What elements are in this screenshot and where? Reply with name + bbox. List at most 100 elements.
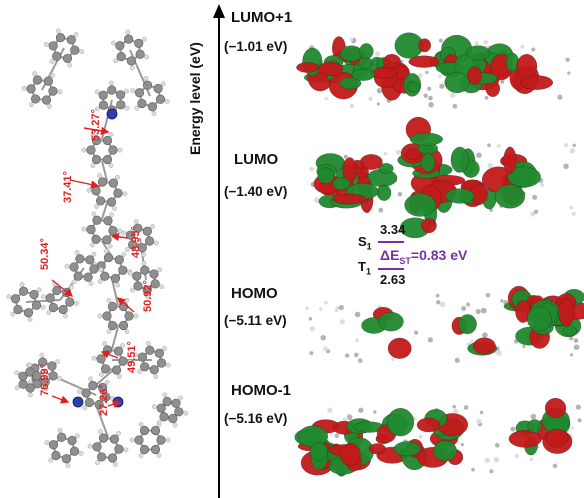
orbital-name: HOMO-1	[231, 382, 291, 399]
hydrogen-atom	[27, 317, 33, 322]
carbon-atom	[108, 145, 118, 155]
positive-lobe	[416, 417, 441, 433]
hydrogen-atom	[127, 270, 133, 276]
hydrogen-atom	[183, 410, 189, 416]
skeleton-atom	[358, 407, 364, 413]
carbon-atom	[18, 371, 28, 381]
skeleton-atom	[496, 144, 501, 148]
carbon-atom	[118, 265, 128, 275]
hydrogen-atom	[98, 429, 104, 434]
skeleton-atom	[373, 410, 377, 414]
carbon-atom	[114, 444, 124, 454]
hydrogen-atom	[153, 240, 159, 246]
hydrogen-atom	[102, 341, 108, 346]
positive-lobe	[408, 55, 440, 68]
negative-lobe	[495, 184, 526, 209]
hydrogen-atom	[19, 282, 25, 287]
pointer-arrow	[83, 126, 110, 135]
skeleton-atom	[354, 352, 359, 358]
positive-lobe	[418, 38, 431, 53]
hydrogen-atom	[125, 247, 130, 252]
negative-lobe	[527, 306, 552, 332]
hydrogen-atom	[120, 342, 125, 348]
pointer-arrow	[107, 400, 122, 409]
hydrogen-atom	[151, 111, 157, 116]
hydrogen-atom	[129, 65, 135, 71]
negative-lobe	[444, 71, 470, 93]
pointer-arrow	[100, 350, 119, 359]
skeleton-atom	[522, 344, 526, 349]
negative-lobe	[378, 312, 404, 332]
skeleton-atom	[570, 426, 575, 430]
skeleton-atom	[313, 197, 320, 204]
carbon-atom	[92, 215, 102, 225]
negative-lobe	[393, 441, 421, 457]
skeleton-atom	[471, 467, 475, 472]
skeleton-atom	[344, 353, 350, 358]
hydrogen-atom	[130, 287, 135, 293]
carbon-atom	[162, 396, 172, 407]
hydrogen-atom	[64, 263, 70, 269]
skeleton-atom	[308, 317, 313, 321]
hydrogen-atom	[44, 440, 50, 446]
carbon-atom	[154, 348, 164, 358]
negative-lobe	[433, 440, 457, 462]
positive-lobe	[421, 218, 437, 233]
hydrogen-atom	[133, 219, 139, 224]
positive-lobe	[520, 75, 553, 90]
carbon-atom	[103, 216, 113, 226]
hydrogen-atom	[21, 85, 27, 91]
carbon-atom	[133, 281, 143, 291]
carbon-atom	[65, 297, 75, 307]
skeleton-atom	[347, 414, 353, 421]
hydrogen-atom	[71, 279, 77, 285]
carbon-atom	[100, 364, 111, 374]
carbon-atom	[84, 397, 94, 408]
carbon-atom	[48, 41, 58, 51]
hydrogen-atom	[81, 226, 87, 232]
carbon-atom	[58, 304, 68, 315]
skeleton-atom	[327, 407, 333, 413]
carbon-atom	[67, 435, 77, 446]
carbon-atom	[32, 75, 43, 85]
carbon-atom	[94, 399, 104, 410]
carbon-atom	[126, 56, 136, 66]
carbon-atom	[107, 320, 118, 331]
hydrogen-atom	[138, 422, 144, 427]
skeleton-atom	[573, 344, 580, 351]
negative-lobe	[421, 153, 436, 172]
hydrogen-atom	[108, 132, 114, 137]
hydrogen-atom	[109, 80, 114, 86]
skeleton-atom	[376, 87, 383, 94]
hydrogen-atom	[14, 370, 20, 376]
hydrogen-atom	[133, 313, 139, 319]
hydrogen-atom	[99, 408, 104, 414]
carbon-atom	[118, 356, 128, 366]
skeleton-atom	[474, 40, 479, 46]
negative-lobe	[359, 43, 374, 60]
carbon-atom	[144, 236, 155, 246]
skeleton-atom	[485, 292, 491, 298]
hydrogen-atom	[74, 300, 80, 306]
carbon-atom	[85, 255, 95, 265]
skeleton-atom	[309, 166, 315, 172]
skeleton-atom	[563, 163, 569, 169]
hydrogen-atom	[172, 422, 178, 428]
hydrogen-atom	[90, 163, 96, 168]
skeleton-atom	[476, 418, 482, 424]
negative-lobe	[562, 325, 577, 337]
carbon-atom	[47, 361, 57, 371]
hydrogen-atom	[90, 132, 96, 137]
carbon-atom	[52, 51, 62, 61]
carbon-atom	[55, 32, 66, 43]
carbon-atom	[48, 302, 58, 313]
carbon-atom	[149, 365, 159, 375]
hydrogen-atom	[151, 404, 157, 410]
skeleton-atom	[487, 163, 493, 169]
carbon-atom	[102, 311, 112, 321]
hydrogen-atom	[162, 346, 167, 351]
hydrogen-atom	[89, 242, 95, 248]
carbon-atom	[107, 301, 118, 312]
negative-lobe	[386, 408, 414, 437]
positive-lobe	[296, 62, 319, 73]
